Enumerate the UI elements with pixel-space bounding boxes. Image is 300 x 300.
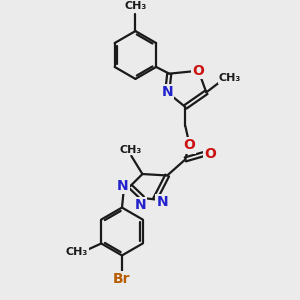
- Text: CH₃: CH₃: [124, 1, 146, 11]
- Text: CH₃: CH₃: [66, 247, 88, 257]
- Text: CH₃: CH₃: [120, 145, 142, 154]
- Text: N: N: [134, 198, 146, 212]
- Text: CH₃: CH₃: [218, 73, 241, 83]
- Text: Br: Br: [113, 272, 131, 286]
- Text: O: O: [204, 147, 216, 160]
- Text: O: O: [183, 138, 195, 152]
- Text: N: N: [161, 85, 173, 99]
- Text: N: N: [156, 195, 168, 209]
- Text: N: N: [117, 179, 129, 193]
- Text: O: O: [193, 64, 204, 78]
